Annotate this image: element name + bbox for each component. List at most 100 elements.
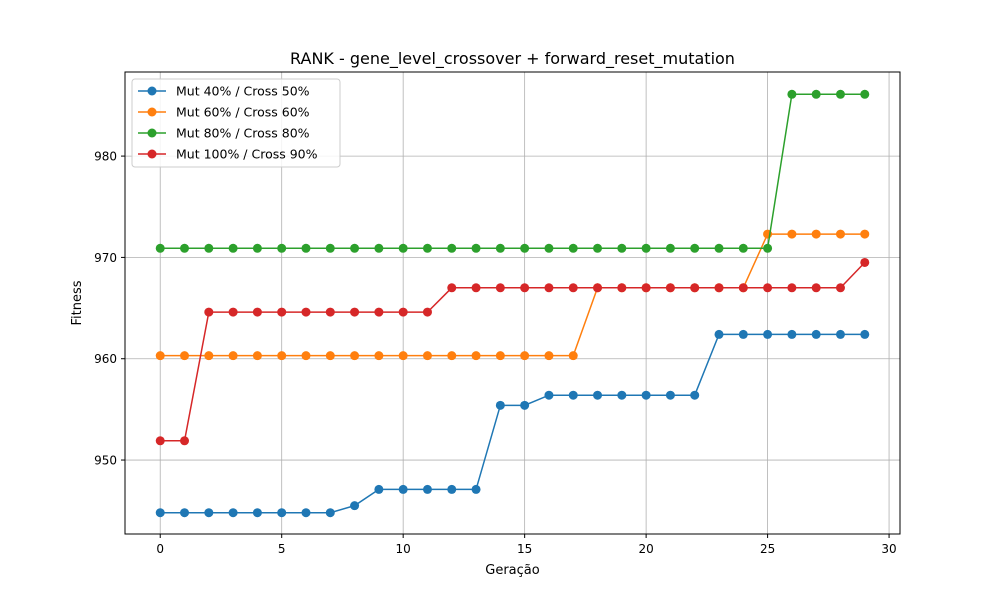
legend-label: Mut 80% / Cross 80% bbox=[176, 126, 310, 141]
data-point bbox=[520, 283, 530, 293]
data-point bbox=[447, 283, 457, 293]
legend-item: Mut 100% / Cross 90% bbox=[138, 147, 318, 162]
data-point bbox=[204, 243, 214, 253]
data-point bbox=[860, 89, 870, 99]
data-point bbox=[811, 89, 821, 99]
data-point bbox=[787, 89, 797, 99]
data-point bbox=[860, 257, 870, 267]
data-point bbox=[155, 436, 165, 446]
y-tick-label: 950 bbox=[94, 454, 117, 468]
data-point bbox=[471, 283, 481, 293]
data-point bbox=[277, 307, 287, 317]
data-point bbox=[228, 243, 238, 253]
series-1 bbox=[155, 329, 870, 518]
data-point bbox=[617, 243, 627, 253]
data-point bbox=[398, 307, 408, 317]
data-point bbox=[641, 283, 651, 293]
data-point bbox=[593, 243, 603, 253]
data-point bbox=[520, 351, 530, 361]
data-point bbox=[325, 508, 335, 518]
data-point bbox=[544, 283, 554, 293]
series-4 bbox=[155, 257, 870, 446]
series-layer bbox=[155, 89, 870, 518]
x-tick-label: 5 bbox=[278, 542, 286, 556]
legend-marker bbox=[147, 107, 157, 117]
legend-item: Mut 60% / Cross 60% bbox=[138, 105, 310, 120]
data-point bbox=[277, 243, 287, 253]
data-point bbox=[665, 390, 675, 400]
data-point bbox=[422, 307, 432, 317]
legend-marker bbox=[147, 86, 157, 96]
data-point bbox=[520, 400, 530, 410]
legend-box bbox=[131, 78, 341, 168]
data-point bbox=[641, 243, 651, 253]
legend-label: Mut 40% / Cross 50% bbox=[176, 84, 310, 99]
data-point bbox=[180, 243, 190, 253]
data-point bbox=[665, 283, 675, 293]
data-point bbox=[204, 307, 214, 317]
legend-label: Mut 60% / Cross 60% bbox=[176, 105, 310, 120]
data-point bbox=[350, 243, 360, 253]
data-point bbox=[811, 329, 821, 339]
data-point bbox=[398, 243, 408, 253]
data-point bbox=[252, 307, 262, 317]
x-tick-label: 15 bbox=[517, 542, 532, 556]
data-point bbox=[447, 351, 457, 361]
data-point bbox=[155, 351, 165, 361]
data-point bbox=[641, 390, 651, 400]
legend-item: Mut 40% / Cross 50% bbox=[138, 84, 310, 99]
data-point bbox=[544, 351, 554, 361]
data-point bbox=[374, 307, 384, 317]
data-point bbox=[204, 508, 214, 518]
x-tick-label: 20 bbox=[638, 542, 653, 556]
data-point bbox=[738, 329, 748, 339]
data-point bbox=[568, 351, 578, 361]
data-point bbox=[204, 351, 214, 361]
x-tick-label: 0 bbox=[156, 542, 164, 556]
data-point bbox=[350, 501, 360, 511]
data-point bbox=[738, 243, 748, 253]
data-point bbox=[374, 484, 384, 494]
data-point bbox=[690, 390, 700, 400]
data-point bbox=[398, 484, 408, 494]
y-tick-label: 970 bbox=[94, 251, 117, 265]
data-point bbox=[835, 329, 845, 339]
data-point bbox=[495, 351, 505, 361]
data-point bbox=[787, 283, 797, 293]
data-point bbox=[422, 243, 432, 253]
data-point bbox=[714, 329, 724, 339]
data-point bbox=[447, 484, 457, 494]
data-point bbox=[617, 283, 627, 293]
data-point bbox=[544, 243, 554, 253]
data-point bbox=[447, 243, 457, 253]
legend-marker bbox=[147, 149, 157, 159]
data-point bbox=[471, 351, 481, 361]
data-point bbox=[301, 243, 311, 253]
data-point bbox=[325, 351, 335, 361]
chart-title: RANK - gene_level_crossover + forward_re… bbox=[290, 49, 735, 69]
data-point bbox=[568, 283, 578, 293]
data-point bbox=[301, 508, 311, 518]
data-point bbox=[495, 400, 505, 410]
data-point bbox=[155, 508, 165, 518]
data-point bbox=[350, 307, 360, 317]
plot-frame bbox=[124, 71, 901, 535]
data-point bbox=[398, 351, 408, 361]
data-point bbox=[252, 243, 262, 253]
data-point bbox=[835, 229, 845, 239]
data-point bbox=[860, 229, 870, 239]
data-point bbox=[374, 243, 384, 253]
data-point bbox=[301, 307, 311, 317]
legend-label: Mut 100% / Cross 90% bbox=[176, 147, 318, 162]
data-point bbox=[860, 329, 870, 339]
data-point bbox=[228, 508, 238, 518]
data-point bbox=[374, 351, 384, 361]
data-point bbox=[350, 351, 360, 361]
data-point bbox=[471, 243, 481, 253]
data-point bbox=[252, 351, 262, 361]
data-point bbox=[763, 329, 773, 339]
data-point bbox=[277, 351, 287, 361]
data-point bbox=[325, 243, 335, 253]
data-point bbox=[787, 329, 797, 339]
